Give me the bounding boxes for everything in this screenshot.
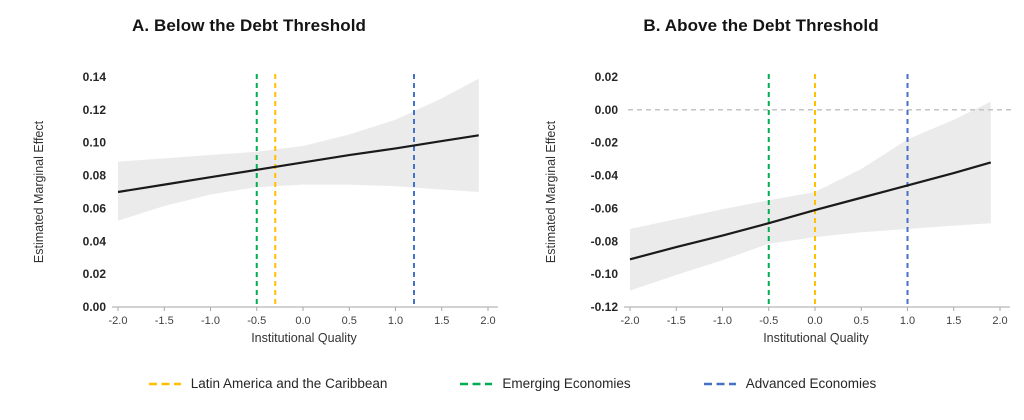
x-tick-label: -2.0 — [621, 315, 640, 327]
x-tick-label: 2.0 — [992, 315, 1007, 327]
y-tick-label: 0.00 — [595, 103, 619, 117]
x-tick-label: 1.0 — [388, 315, 403, 327]
y-tick-label: -0.04 — [591, 169, 619, 183]
y-tick-label: 0.10 — [83, 136, 107, 150]
y-tick-label: 0.06 — [83, 201, 107, 215]
panel-title-b: B. Above the Debt Threshold — [643, 16, 879, 35]
x-tick-label: 0.0 — [295, 315, 310, 327]
x-tick-label: -0.5 — [247, 315, 266, 327]
marginal-effect-line — [629, 161, 992, 261]
confidence-band — [118, 78, 479, 221]
panel-below-debt-threshold: -2.0 -1.5 -1.0 -0.5 0.0 0.5 1.0 1.5 2.0 0.00 0.02 0… — [0, 0, 512, 372]
x-tick-label: 0.0 — [807, 315, 822, 327]
x-tick-label: -1.5 — [667, 315, 686, 327]
panel-above-debt-threshold: -2.0 -1.5 -1.0 -0.5 0.0 0.5 1.0 1.5 2.0 -0.12 -0.1… — [512, 0, 1024, 372]
x-tick-label: 1.5 — [946, 315, 961, 327]
x-tick-label: -0.5 — [759, 315, 778, 327]
y-tick-label: 0.08 — [83, 169, 107, 183]
y-axis-title-a: Estimated Marginal Effect — [32, 120, 46, 264]
y-tick-label: 0.00 — [83, 300, 107, 314]
legend-label-emerging: Emerging Economies — [502, 376, 631, 391]
confidence-band — [630, 101, 991, 291]
x-tick-label: -2.0 — [109, 315, 128, 327]
marginal-effect-line — [117, 134, 479, 194]
y-tick-label: 0.14 — [83, 70, 107, 84]
legend: Latin America and the Caribbean Emerging… — [0, 376, 1024, 391]
x-axis-title-b: Institutional Quality — [763, 331, 869, 345]
y-tick-label: -0.08 — [591, 234, 619, 248]
y-axis-title-b: Estimated Marginal Effect — [544, 120, 558, 264]
plot-area-below-threshold: -2.0 -1.5 -1.0 -0.5 0.0 0.5 1.0 1.5 2.0 0.00 0.02 0… — [83, 70, 498, 327]
x-tick-label: -1.5 — [155, 315, 174, 327]
y-tick-label: 0.12 — [83, 103, 107, 117]
y-tick-label: -0.06 — [591, 201, 619, 215]
plot-area-above-threshold: -2.0 -1.5 -1.0 -0.5 0.0 0.5 1.0 1.5 2.0 -0.12 -0.1… — [591, 70, 1014, 327]
y-tick-label: 0.04 — [83, 234, 107, 248]
green-dash-marker-icon — [460, 382, 493, 385]
x-tick-label: -1.0 — [201, 315, 220, 327]
x-tick-label: 1.0 — [900, 315, 915, 327]
y-tick-label: -0.02 — [591, 136, 619, 150]
legend-item-advanced: Advanced Economies — [703, 376, 877, 391]
x-tick-label: 0.5 — [342, 315, 357, 327]
x-tick-label: 2.0 — [480, 315, 495, 327]
y-tick-label: 0.02 — [83, 267, 107, 281]
y-tick-label: -0.12 — [591, 300, 619, 314]
panel-title-a: A. Below the Debt Threshold — [131, 16, 367, 35]
yellow-dash-marker-icon — [148, 382, 181, 385]
x-tick-label: -1.0 — [713, 315, 732, 327]
legend-label-latin-america: Latin America and the Caribbean — [190, 376, 388, 391]
legend-item-latin-america: Latin America and the Caribbean — [148, 376, 388, 391]
y-tick-label: -0.10 — [591, 267, 619, 281]
blue-dash-marker-icon — [703, 382, 736, 385]
legend-item-emerging: Emerging Economies — [459, 376, 631, 391]
y-tick-label: 0.02 — [595, 70, 619, 84]
x-tick-label: 0.5 — [854, 315, 869, 327]
x-axis-title-a: Institutional Quality — [251, 331, 357, 345]
legend-label-advanced: Advanced Economies — [745, 376, 877, 391]
x-tick-label: 1.5 — [434, 315, 449, 327]
